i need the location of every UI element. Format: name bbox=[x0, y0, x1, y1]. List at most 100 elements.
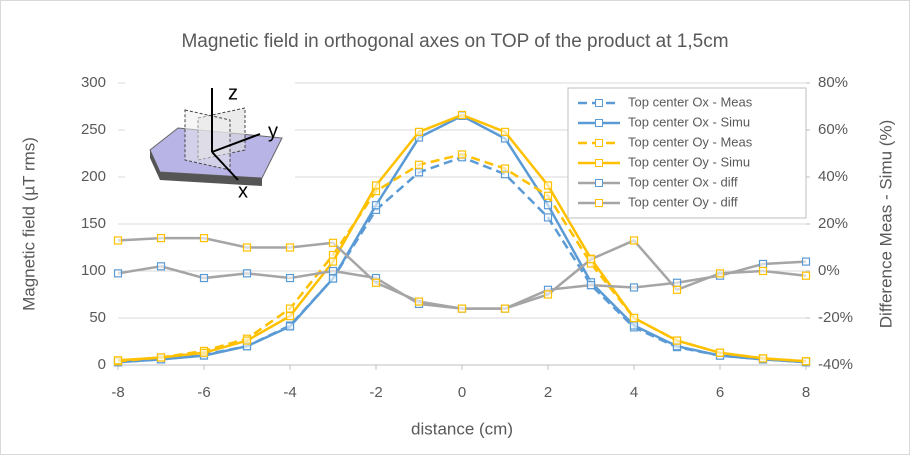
marker bbox=[760, 355, 767, 362]
marker bbox=[158, 354, 165, 361]
y-tick-label: 50 bbox=[89, 309, 106, 326]
legend-marker bbox=[596, 180, 603, 187]
y-tick-label: 100 bbox=[81, 262, 106, 279]
y-tick-label: 150 bbox=[81, 215, 106, 232]
marker bbox=[502, 128, 509, 135]
y2-tick-label: 20% bbox=[818, 215, 848, 232]
chart-border bbox=[1, 1, 910, 455]
marker bbox=[287, 323, 294, 330]
marker bbox=[674, 337, 681, 344]
marker bbox=[373, 279, 380, 286]
marker bbox=[330, 258, 337, 265]
legend-label: Top center Ox - Meas bbox=[628, 94, 753, 109]
marker bbox=[287, 313, 294, 320]
marker bbox=[803, 272, 810, 279]
marker bbox=[287, 244, 294, 251]
marker bbox=[416, 161, 423, 168]
marker bbox=[330, 268, 337, 275]
marker bbox=[158, 235, 165, 242]
marker bbox=[115, 357, 122, 364]
marker bbox=[158, 263, 165, 270]
marker bbox=[416, 128, 423, 135]
marker bbox=[201, 275, 208, 282]
marker bbox=[717, 270, 724, 277]
legend-label: Top center Oy - diff bbox=[628, 194, 738, 209]
legend-marker bbox=[596, 120, 603, 127]
marker bbox=[459, 111, 466, 118]
marker bbox=[244, 244, 251, 251]
marker bbox=[287, 275, 294, 282]
marker bbox=[373, 182, 380, 189]
marker bbox=[502, 305, 509, 312]
marker bbox=[588, 256, 595, 263]
chart-title: Magnetic field in orthogonal axes on TOP… bbox=[181, 31, 728, 52]
marker bbox=[588, 282, 595, 289]
marker bbox=[803, 358, 810, 365]
marker bbox=[545, 182, 552, 189]
y2-axis-title: Difference Meas - Simu (%) bbox=[876, 120, 895, 328]
marker bbox=[631, 315, 638, 322]
marker bbox=[502, 165, 509, 172]
marker bbox=[373, 202, 380, 209]
marker bbox=[631, 322, 638, 329]
x-tick-label: -2 bbox=[369, 384, 382, 401]
y2-tick-label: 0% bbox=[818, 262, 840, 279]
x-tick-label: 2 bbox=[544, 384, 552, 401]
marker bbox=[115, 270, 122, 277]
marker bbox=[545, 214, 552, 221]
marker bbox=[459, 305, 466, 312]
y2-tick-label: 40% bbox=[818, 168, 848, 185]
legend-label: Top center Oy - Simu bbox=[628, 154, 750, 169]
y-tick-label: 250 bbox=[81, 121, 106, 138]
marker bbox=[803, 258, 810, 265]
marker bbox=[631, 237, 638, 244]
x-tick-label: -4 bbox=[283, 384, 296, 401]
x-axis-title: distance (cm) bbox=[411, 419, 513, 438]
marker bbox=[545, 192, 552, 199]
marker bbox=[244, 337, 251, 344]
legend-label: Top center Ox - Simu bbox=[628, 114, 750, 129]
marker bbox=[717, 349, 724, 356]
inset-label: z bbox=[228, 82, 238, 104]
marker bbox=[545, 202, 552, 209]
product-inset: z y x bbox=[125, 78, 295, 208]
chart: Magnetic field in orthogonal axes on TOP… bbox=[0, 0, 911, 456]
y2-tick-label: -40% bbox=[818, 356, 853, 373]
y2-tick-label: 60% bbox=[818, 121, 848, 138]
x-tick-label: 4 bbox=[630, 384, 638, 401]
y-tick-label: 200 bbox=[81, 168, 106, 185]
y-tick-label: 300 bbox=[81, 74, 106, 91]
marker bbox=[459, 151, 466, 158]
marker bbox=[760, 268, 767, 275]
y2-tick-label: 80% bbox=[818, 74, 848, 91]
y-tick-label: 0 bbox=[98, 356, 106, 373]
x-tick-label: 6 bbox=[716, 384, 724, 401]
inset-label: x bbox=[238, 180, 248, 202]
legend-marker bbox=[596, 140, 603, 147]
marker bbox=[115, 237, 122, 244]
x-tick-label: -8 bbox=[111, 384, 124, 401]
marker bbox=[674, 286, 681, 293]
x-tick-label: 0 bbox=[458, 384, 466, 401]
marker bbox=[330, 239, 337, 246]
legend-marker bbox=[596, 100, 603, 107]
marker bbox=[201, 235, 208, 242]
x-tick-label: -6 bbox=[197, 384, 210, 401]
marker bbox=[201, 349, 208, 356]
legend-label: Top center Ox - diff bbox=[628, 174, 738, 189]
marker bbox=[416, 298, 423, 305]
legend-marker bbox=[596, 160, 603, 167]
plane bbox=[185, 110, 230, 170]
y-axis-title: Magnetic field (µT rms) bbox=[19, 137, 38, 311]
marker bbox=[545, 291, 552, 298]
y2-tick-label: -20% bbox=[818, 309, 853, 326]
legend-marker bbox=[596, 200, 603, 207]
marker bbox=[760, 260, 767, 267]
legend-label: Top center Oy - Meas bbox=[628, 134, 753, 149]
x-tick-label: 8 bbox=[802, 384, 810, 401]
marker bbox=[631, 284, 638, 291]
marker bbox=[244, 270, 251, 277]
inset-label: y bbox=[268, 120, 278, 142]
marker bbox=[330, 275, 337, 282]
marker bbox=[416, 169, 423, 176]
